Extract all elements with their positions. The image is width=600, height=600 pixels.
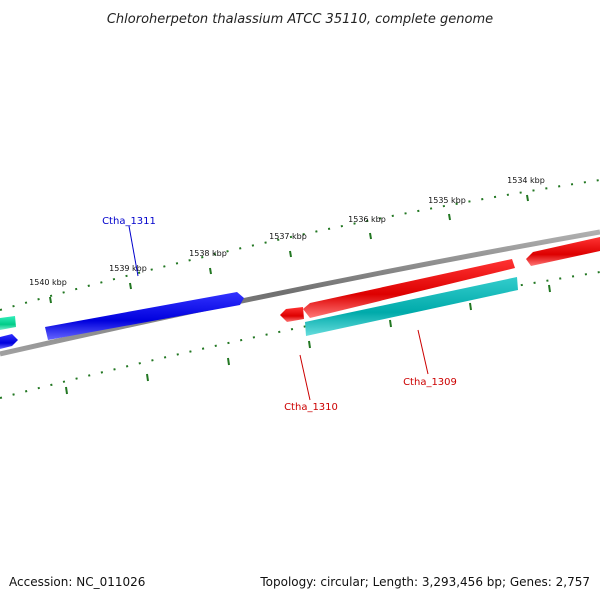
outer-tick-ring: 1534 kbp 1535 kbp 1536 kbp 1537 kbp 1538…	[0, 176, 600, 311]
tick-label: 1536 kbp	[348, 215, 386, 224]
inner-tick-ring	[0, 271, 600, 399]
gene-ctha-1310[interactable]	[280, 307, 304, 322]
gene-feature-blue-edge	[0, 334, 18, 349]
genome-backbone	[0, 229, 600, 357]
tick-label: 1538 kbp	[189, 249, 227, 258]
gene-label-ctha-1310[interactable]: Ctha_1310	[284, 354, 338, 413]
gene-ctha-1311[interactable]	[45, 292, 244, 340]
tick-mark	[389, 319, 392, 328]
gene-ctha-1309[interactable]	[305, 277, 518, 336]
gene-label-ctha-1311[interactable]: Ctha_1311	[102, 216, 156, 277]
genome-summary: Topology: circular; Length: 3,293,456 bp…	[259, 575, 590, 589]
accession-label: Accession: NC_011026	[9, 575, 145, 589]
svg-text:Ctha_1311: Ctha_1311	[102, 216, 156, 227]
gene-feature-green	[0, 316, 16, 330]
gene-label-ctha-1309[interactable]: Ctha_1309	[403, 329, 457, 388]
tick-mark	[369, 232, 372, 240]
tick-mark	[49, 296, 52, 304]
tick-label: 1534 kbp	[507, 176, 545, 185]
tick-mark	[209, 267, 212, 275]
tick-mark	[448, 213, 451, 221]
leader-line	[299, 354, 311, 401]
tick-mark	[65, 386, 68, 395]
tick-mark	[146, 373, 149, 382]
tick-label: 1539 kbp	[109, 264, 147, 273]
tick-label: 1537 kbp	[269, 232, 307, 241]
gene-feature-red-right[interactable]	[526, 237, 600, 266]
tick-mark	[129, 282, 132, 290]
svg-text:Ctha_1309: Ctha_1309	[403, 377, 457, 388]
tick-label: 1535 kbp	[428, 196, 466, 205]
svg-text:Ctha_1310: Ctha_1310	[284, 402, 338, 413]
tick-label: 1540 kbp	[29, 278, 67, 287]
map-title: Chloroherpeton thalassium ATCC 35110, co…	[107, 12, 493, 27]
tick-mark	[308, 340, 311, 349]
tick-mark	[227, 357, 230, 366]
tick-mark	[469, 302, 472, 311]
tick-mark	[526, 194, 529, 202]
tick-mark	[548, 284, 551, 293]
tick-mark	[289, 250, 292, 258]
leader-line	[417, 329, 429, 375]
leader-line	[128, 225, 139, 277]
gene-feature-red-upper[interactable]	[303, 259, 515, 318]
